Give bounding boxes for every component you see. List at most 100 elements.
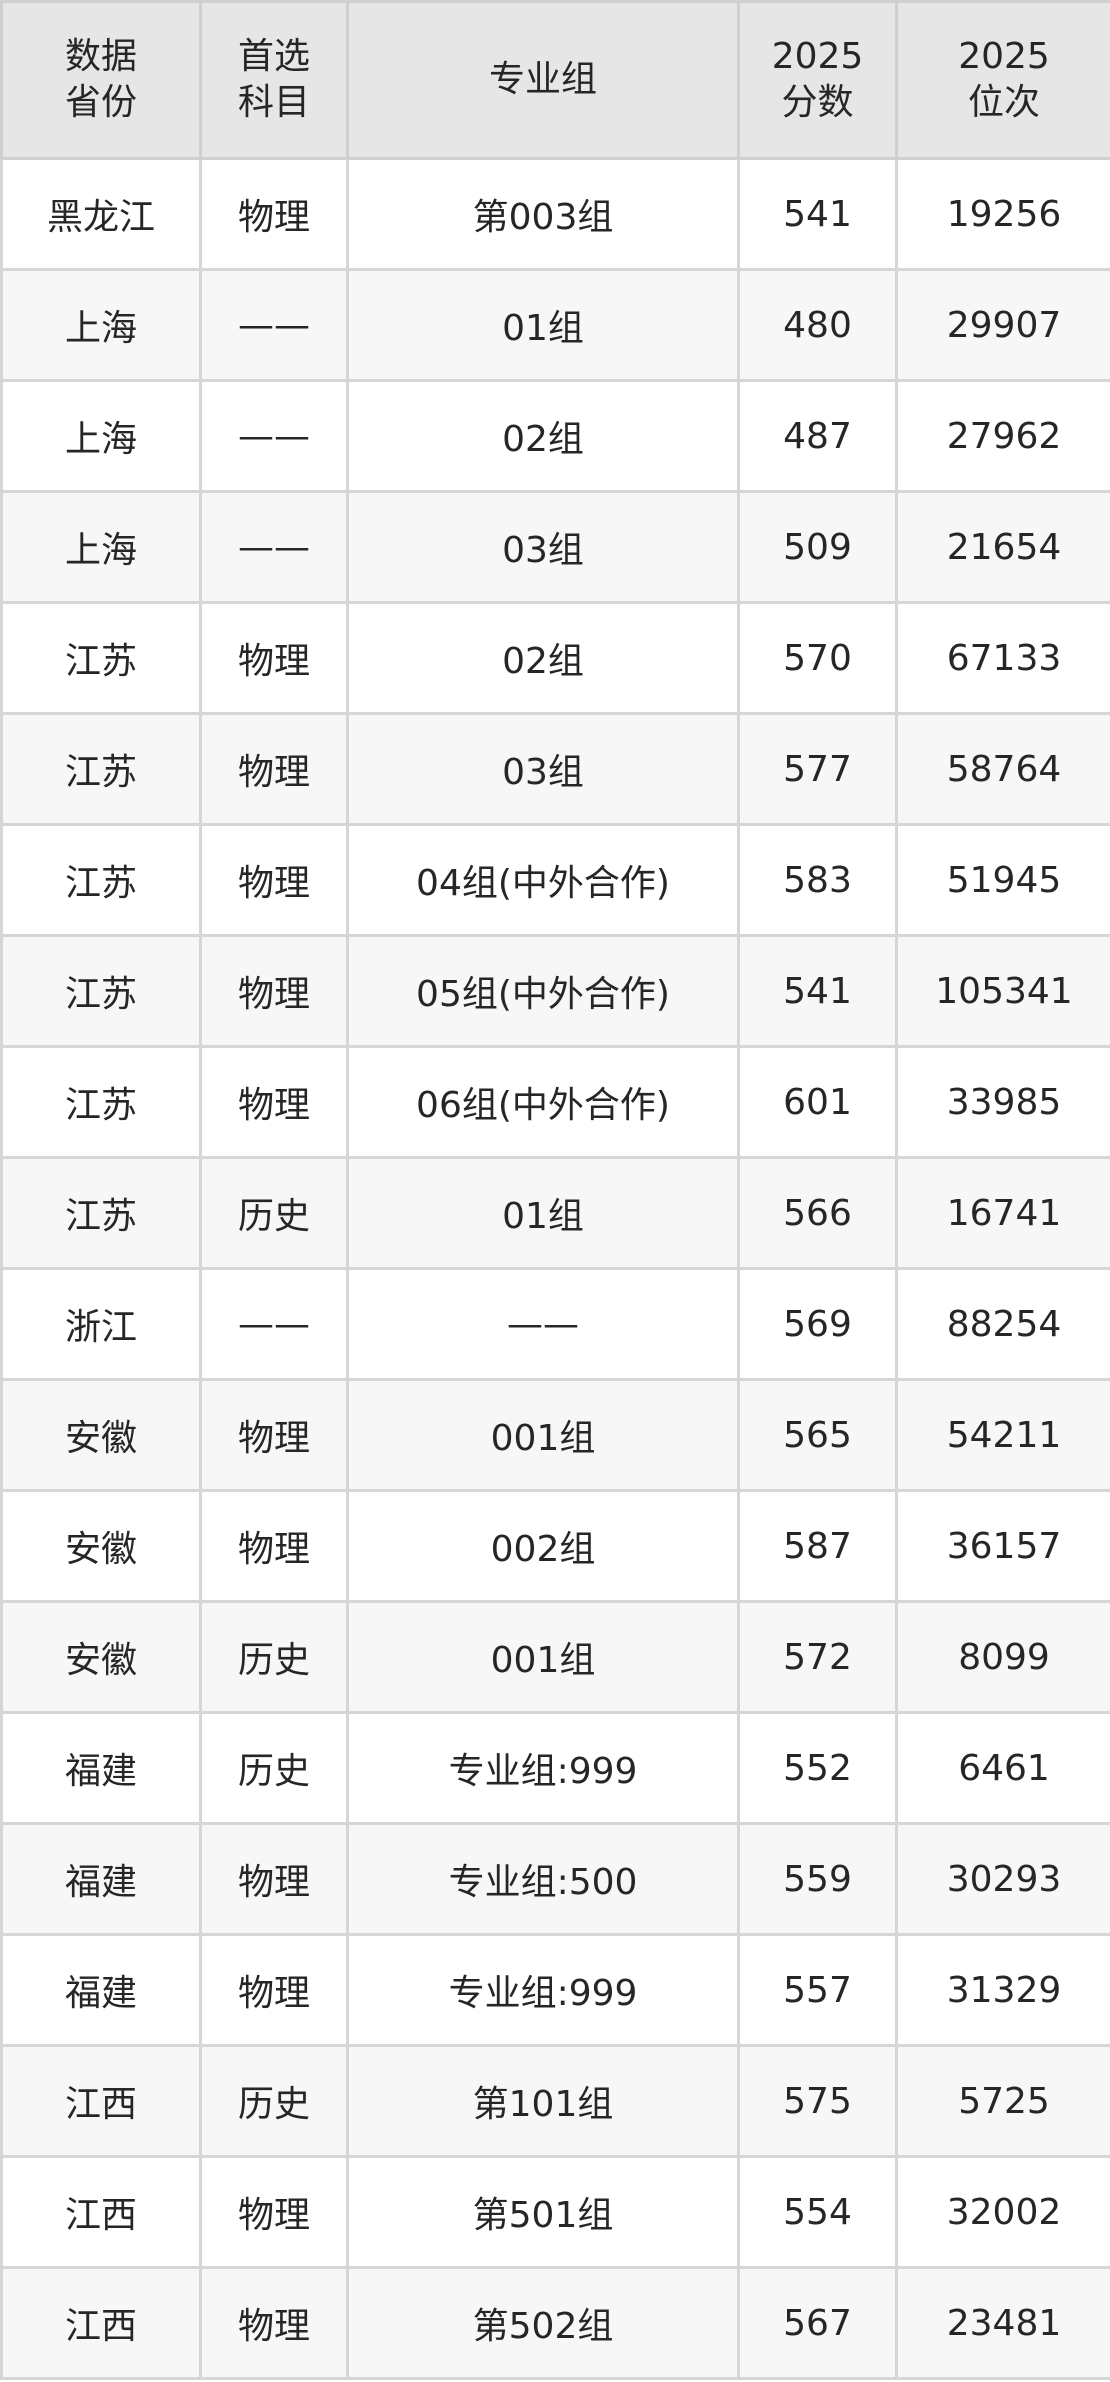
cell-subject: 物理	[199, 1933, 349, 2047]
table-row: 江苏 物理 04组(中外合作) 583 51945	[0, 823, 1110, 937]
cell-subject: 物理	[199, 157, 349, 271]
cell-score: 541	[737, 934, 898, 1048]
cell-province: 江苏	[0, 712, 202, 826]
cell-rank: 88254	[895, 1267, 1110, 1381]
cell-subject: 历史	[199, 1600, 349, 1714]
cell-subject: 物理	[199, 1822, 349, 1936]
cell-rank: 27962	[895, 379, 1110, 493]
cell-province: 福建	[0, 1933, 202, 2047]
cell-group: 01组	[346, 1156, 740, 1270]
cell-province: 上海	[0, 379, 202, 493]
header-rank: 2025 位次	[895, 0, 1110, 160]
cell-score: 541	[737, 157, 898, 271]
table-row: 福建 物理 专业组:999 557 31329	[0, 1933, 1110, 2047]
cell-province: 江苏	[0, 1156, 202, 1270]
cell-group: 专业组:999	[346, 1711, 740, 1825]
cell-group: 第101组	[346, 2044, 740, 2158]
cell-score: 567	[737, 2266, 898, 2380]
cell-subject: 历史	[199, 1711, 349, 1825]
table-row: 浙江 —— —— 569 88254	[0, 1267, 1110, 1381]
cell-province: 江西	[0, 2044, 202, 2158]
cell-score: 570	[737, 601, 898, 715]
table-row: 黑龙江 物理 第003组 541 19256	[0, 157, 1110, 271]
cell-group: 第502组	[346, 2266, 740, 2380]
cell-subject: ——	[199, 490, 349, 604]
cell-province: 福建	[0, 1711, 202, 1825]
cell-score: 572	[737, 1600, 898, 1714]
cell-rank: 30293	[895, 1822, 1110, 1936]
cell-rank: 67133	[895, 601, 1110, 715]
table-row: 安徽 物理 001组 565 54211	[0, 1378, 1110, 1492]
table-row: 江苏 物理 05组(中外合作) 541 105341	[0, 934, 1110, 1048]
cell-group: 专业组:999	[346, 1933, 740, 2047]
header-subject: 首选 科目	[199, 0, 349, 160]
cell-group: 专业组:500	[346, 1822, 740, 1936]
cell-subject: 物理	[199, 934, 349, 1048]
cell-group: 01组	[346, 268, 740, 382]
cell-score: 569	[737, 1267, 898, 1381]
cell-subject: 物理	[199, 1489, 349, 1603]
table-row: 江苏 物理 03组 577 58764	[0, 712, 1110, 826]
cell-province: 江苏	[0, 1045, 202, 1159]
cell-rank: 36157	[895, 1489, 1110, 1603]
cell-province: 安徽	[0, 1600, 202, 1714]
cell-rank: 31329	[895, 1933, 1110, 2047]
cell-province: 江西	[0, 2266, 202, 2380]
cell-group: 001组	[346, 1600, 740, 1714]
cell-score: 554	[737, 2155, 898, 2269]
cell-province: 安徽	[0, 1378, 202, 1492]
cell-subject: 物理	[199, 601, 349, 715]
table-row: 江苏 历史 01组 566 16741	[0, 1156, 1110, 1270]
cell-subject: 物理	[199, 1378, 349, 1492]
cell-rank: 16741	[895, 1156, 1110, 1270]
header-group: 专业组	[346, 0, 740, 160]
cell-subject: ——	[199, 379, 349, 493]
cell-group: 第501组	[346, 2155, 740, 2269]
cell-subject: ——	[199, 1267, 349, 1381]
table-row: 江苏 物理 02组 570 67133	[0, 601, 1110, 715]
table-row: 江西 物理 第501组 554 32002	[0, 2155, 1110, 2269]
cell-group: ——	[346, 1267, 740, 1381]
cell-score: 566	[737, 1156, 898, 1270]
cell-province: 浙江	[0, 1267, 202, 1381]
table-row: 福建 历史 专业组:999 552 6461	[0, 1711, 1110, 1825]
cell-province: 上海	[0, 490, 202, 604]
cell-subject: 物理	[199, 823, 349, 937]
table-row: 江西 历史 第101组 575 5725	[0, 2044, 1110, 2158]
cell-score: 552	[737, 1711, 898, 1825]
cell-rank: 5725	[895, 2044, 1110, 2158]
cell-subject: 物理	[199, 712, 349, 826]
table-row: 上海 —— 01组 480 29907	[0, 268, 1110, 382]
cell-rank: 54211	[895, 1378, 1110, 1492]
cell-rank: 21654	[895, 490, 1110, 604]
cell-rank: 29907	[895, 268, 1110, 382]
header-row: 数据 省份 首选 科目 专业组 2025 分数 2025 位次	[0, 0, 1110, 160]
table-row: 安徽 历史 001组 572 8099	[0, 1600, 1110, 1714]
cell-score: 557	[737, 1933, 898, 2047]
cell-province: 上海	[0, 268, 202, 382]
cell-group: 03组	[346, 712, 740, 826]
cell-group: 02组	[346, 601, 740, 715]
cell-subject: 物理	[199, 2155, 349, 2269]
cell-rank: 58764	[895, 712, 1110, 826]
cell-group: 03组	[346, 490, 740, 604]
cell-score: 509	[737, 490, 898, 604]
cell-province: 福建	[0, 1822, 202, 1936]
cell-province: 江苏	[0, 601, 202, 715]
cell-score: 587	[737, 1489, 898, 1603]
cell-score: 487	[737, 379, 898, 493]
header-province: 数据 省份	[0, 0, 202, 160]
table-row: 江苏 物理 06组(中外合作) 601 33985	[0, 1045, 1110, 1159]
cell-group: 05组(中外合作)	[346, 934, 740, 1048]
cell-province: 江苏	[0, 823, 202, 937]
cell-rank: 8099	[895, 1600, 1110, 1714]
table-row: 上海 —— 02组 487 27962	[0, 379, 1110, 493]
cell-province: 黑龙江	[0, 157, 202, 271]
cell-province: 江苏	[0, 934, 202, 1048]
cell-rank: 19256	[895, 157, 1110, 271]
cell-group: 第003组	[346, 157, 740, 271]
header-score: 2025 分数	[737, 0, 898, 160]
cell-subject: 物理	[199, 1045, 349, 1159]
cell-group: 02组	[346, 379, 740, 493]
